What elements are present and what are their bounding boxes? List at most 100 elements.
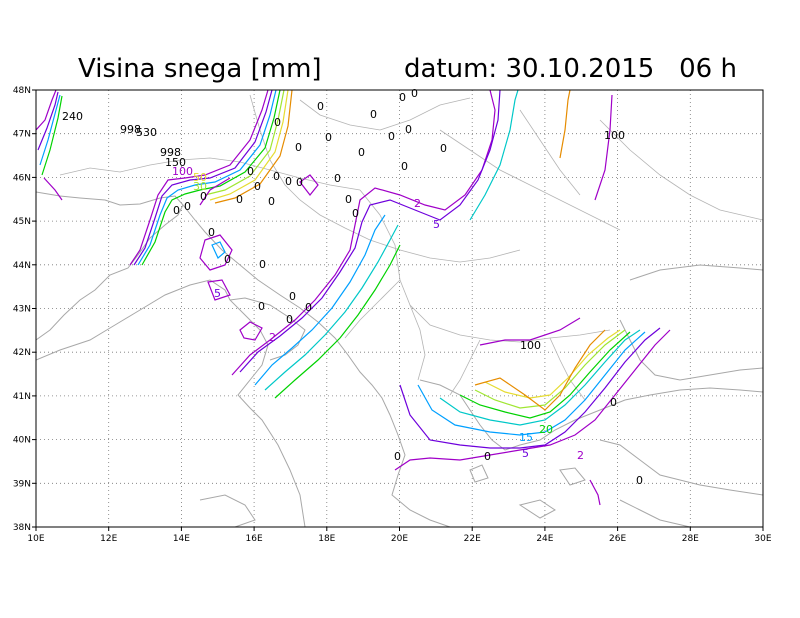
contour-100 [214, 90, 293, 204]
zero-value-label: 0 [610, 396, 617, 409]
zero-value-label: 0 [388, 130, 395, 143]
contour-label: 2 [414, 197, 421, 210]
contour-100 [559, 90, 571, 159]
contour-10 [211, 241, 226, 259]
contour-10 [254, 214, 386, 386]
contour-label: 998 [160, 146, 181, 159]
y-tick-label: 38N [13, 523, 31, 533]
contour-100 [474, 329, 606, 411]
contour-50 [484, 329, 621, 399]
x-tick-label: 10E [27, 534, 44, 544]
zero-value-label: 0 [305, 301, 312, 314]
contour-5 [133, 90, 273, 266]
contour-15 [264, 224, 399, 391]
contour-label: 5 [214, 287, 221, 300]
contour-50 [209, 90, 289, 201]
zero-value-label: 0 [236, 193, 243, 206]
x-tick-label: 22E [464, 534, 481, 544]
zero-value-label: 0 [200, 190, 207, 203]
contour-2 [43, 177, 63, 201]
x-tick-label: 24E [536, 534, 553, 544]
contour-label: 15 [519, 431, 533, 444]
contour-5 [239, 90, 501, 373]
x-tick-label: 20E [391, 534, 408, 544]
zero-value-label: 0 [411, 87, 418, 100]
zero-value-label: 0 [224, 253, 231, 266]
zero-value-label: 0 [636, 474, 643, 487]
zero-value-label: 0 [286, 313, 293, 326]
y-tick-label: 46N [13, 173, 31, 183]
contour-15 [439, 329, 641, 426]
contour-label: 100 [520, 339, 541, 352]
contour-20 [274, 244, 401, 399]
contour-label: 998 [120, 123, 141, 136]
y-tick-label: 40N [13, 436, 31, 446]
zero-value-label: 0 [295, 141, 302, 154]
zero-value-label: 0 [289, 290, 296, 303]
contour-label: 2 [577, 449, 584, 462]
zero-value-label: 0 [296, 176, 303, 189]
y-tick-label: 48N [13, 86, 31, 96]
contour-2 [239, 321, 263, 341]
contour-label: 5 [522, 447, 529, 460]
contour-label: 5 [433, 218, 440, 231]
y-tick-label: 47N [13, 130, 31, 140]
contour-2 [299, 174, 319, 196]
y-tick-label: 43N [13, 305, 31, 315]
contour-30 [474, 329, 626, 409]
contour-20 [459, 331, 631, 419]
contour-label: 100 [172, 165, 193, 178]
contour-5 [37, 91, 59, 151]
zero-value-label: 0 [399, 91, 406, 104]
zero-value-label: 0 [254, 180, 261, 193]
contour-2 [199, 177, 231, 206]
contour-label: 30 [193, 180, 207, 193]
contour-2 [589, 479, 601, 506]
contour-2 [36, 90, 57, 131]
y-tick-label: 44N [13, 261, 31, 271]
contour-2 [594, 94, 613, 201]
contour-30 [204, 90, 285, 196]
x-tick-label: 12E [100, 534, 117, 544]
x-tick-label: 26E [609, 534, 626, 544]
contour-label: 50 [193, 171, 207, 184]
zero-value-label: 0 [285, 175, 292, 188]
zero-value-label: 0 [401, 160, 408, 173]
contour-label: 20 [539, 423, 553, 436]
map-title: Visina snega [mm] [78, 54, 322, 84]
contour-5 [399, 327, 661, 449]
map-date: datum: 30.10.2015 06 h [404, 54, 737, 84]
contour-2 [394, 329, 671, 471]
contour-2 [479, 317, 581, 346]
contour-2 [129, 90, 269, 266]
zero-value-label: 0 [258, 300, 265, 313]
zero-value-label: 0 [268, 195, 275, 208]
zero-value-label: 0 [352, 207, 359, 220]
contour-label: 240 [62, 110, 83, 123]
zero-value-label: 0 [184, 200, 191, 213]
zero-value-label: 0 [317, 100, 324, 113]
snow-contours [36, 90, 671, 506]
zero-value-label: 0 [484, 450, 491, 463]
axis-ticks: 10E 12E 14E 16E 18E 20E 22E 24E 26E 28E 30E 48N 47N 4… [13, 86, 772, 544]
y-tick-label: 39N [13, 479, 31, 489]
zero-value-label: 0 [208, 226, 215, 239]
grid-lines [36, 90, 763, 527]
zero-value-label: 0 [247, 165, 254, 178]
x-tick-label: 18E [318, 534, 335, 544]
contour-2 [207, 279, 231, 301]
x-tick-label: 30E [754, 534, 771, 544]
zero-value-label: 0 [259, 258, 266, 271]
zero-value-label: 0 [405, 123, 412, 136]
y-tick-label: 41N [13, 392, 31, 402]
contour-20 [141, 90, 281, 266]
contour-label: 100 [604, 129, 625, 142]
contour-10 [417, 331, 646, 436]
zero-value-label: 0 [345, 193, 352, 206]
borders [59, 94, 763, 401]
zero-value-label: 0 [325, 131, 332, 144]
zero-value-label: 0 [173, 204, 180, 217]
contour-2 [199, 234, 233, 271]
